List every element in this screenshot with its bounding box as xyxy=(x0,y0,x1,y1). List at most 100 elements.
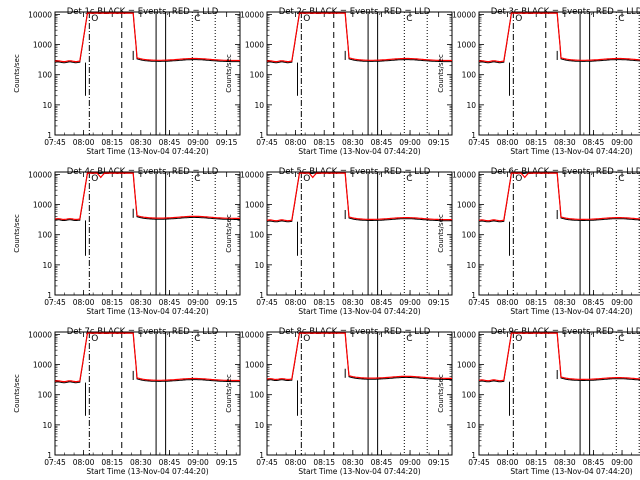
event-marker: C xyxy=(194,174,200,184)
x-tick-label: 09:15 xyxy=(216,298,238,307)
x-tick-label: 08:30 xyxy=(130,458,152,467)
y-tick-label: 10 xyxy=(466,101,476,110)
event-marker: O xyxy=(515,174,522,184)
y-tick-label: 1000 xyxy=(457,41,476,50)
y-tick-label: 10000 xyxy=(28,10,52,19)
y-tick-label: 1 xyxy=(259,291,264,300)
x-tick-label: 09:15 xyxy=(216,138,238,147)
y-tick-label: 10 xyxy=(42,101,52,110)
x-tick-label: 09:00 xyxy=(611,298,633,307)
chart-panel-5: Det 5c BLACK = Events, RED = LLD11010010… xyxy=(225,167,453,316)
x-tick-label: 08:45 xyxy=(583,458,605,467)
y-tick-label: 10000 xyxy=(28,170,52,179)
y-axis-label: Counts/sec xyxy=(13,214,21,253)
series-events-line xyxy=(54,172,240,221)
y-tick-label: 1000 xyxy=(245,201,264,210)
y-tick-label: 1000 xyxy=(457,361,476,370)
y-tick-label: 1 xyxy=(471,451,476,460)
x-tick-label: 08:15 xyxy=(313,138,335,147)
y-tick-label: 1000 xyxy=(245,41,264,50)
event-marker: O xyxy=(91,334,98,344)
y-axis-label: Counts/sec xyxy=(13,54,21,93)
x-tick-label: 09:00 xyxy=(187,458,209,467)
x-tick-label: 08:00 xyxy=(497,138,519,147)
x-tick-label: 09:00 xyxy=(611,138,633,147)
plot-frame xyxy=(54,11,241,136)
y-tick-label: 10 xyxy=(254,101,264,110)
series-events-line xyxy=(266,172,452,223)
x-tick-label: 09:00 xyxy=(399,458,421,467)
y-tick-label: 1000 xyxy=(33,201,52,210)
x-tick-label: 08:00 xyxy=(73,458,95,467)
x-tick-label: 08:45 xyxy=(371,138,393,147)
chart-panel-3: Det 3c BLACK = Events, RED = LLD11010010… xyxy=(437,7,640,156)
x-tick-label: 07:45 xyxy=(468,298,490,307)
y-tick-label: 10 xyxy=(254,261,264,270)
x-axis-label: Start Time (13-Nov-04 07:44:20) xyxy=(298,147,420,156)
series-events-line xyxy=(266,12,452,64)
series-lld-line xyxy=(54,332,241,383)
x-tick-label: 08:15 xyxy=(525,298,547,307)
y-tick-label: 100 xyxy=(38,231,53,240)
event-marker: O xyxy=(91,174,98,184)
y-tick-label: 1 xyxy=(259,131,264,140)
chart-panel-7: Det 7c BLACK = Events, RED = LLD11010010… xyxy=(13,327,241,476)
series-lld-line xyxy=(54,12,241,63)
y-tick-label: 1000 xyxy=(245,361,264,370)
x-tick-label: 08:00 xyxy=(285,458,307,467)
chart-panel-4: Det 4c BLACK = Events, RED = LLD11010010… xyxy=(13,167,241,316)
x-tick-label: 07:45 xyxy=(468,458,490,467)
x-tick-label: 08:30 xyxy=(130,138,152,147)
chart-panel-8: Det 8c BLACK = Events, RED = LLD11010010… xyxy=(225,327,453,476)
x-tick-label: 08:30 xyxy=(342,138,364,147)
y-axis-label: Counts/sec xyxy=(13,374,21,413)
series-lld-line xyxy=(266,332,452,381)
y-axis-label: Counts/sec xyxy=(225,374,233,413)
y-tick-label: 10 xyxy=(42,261,52,270)
x-tick-label: 09:15 xyxy=(428,458,450,467)
series-lld-line xyxy=(266,172,452,222)
x-tick-label: 07:45 xyxy=(256,458,278,467)
x-tick-label: 09:00 xyxy=(187,138,209,147)
plot-frame xyxy=(478,11,640,136)
x-tick-label: 08:15 xyxy=(525,458,547,467)
x-tick-label: 08:00 xyxy=(497,298,519,307)
x-tick-label: 08:15 xyxy=(101,138,123,147)
x-tick-label: 08:15 xyxy=(101,298,123,307)
x-axis-label: Start Time (13-Nov-04 07:44:20) xyxy=(510,467,632,476)
x-tick-label: 08:00 xyxy=(73,298,95,307)
series-lld-line xyxy=(266,12,453,63)
x-tick-label: 08:00 xyxy=(285,138,307,147)
x-tick-label: 08:45 xyxy=(159,298,181,307)
y-tick-label: 100 xyxy=(250,71,265,80)
x-tick-label: 08:45 xyxy=(371,458,393,467)
y-axis-label: Counts/sec xyxy=(437,374,445,413)
x-tick-label: 09:00 xyxy=(399,298,421,307)
y-tick-label: 10 xyxy=(254,421,264,430)
series-events-line xyxy=(54,332,240,384)
x-tick-label: 08:30 xyxy=(554,298,576,307)
event-marker: C xyxy=(618,14,624,24)
x-tick-label: 08:45 xyxy=(583,298,605,307)
y-tick-label: 100 xyxy=(38,391,53,400)
x-tick-label: 08:15 xyxy=(525,138,547,147)
x-axis-label: Start Time (13-Nov-04 07:44:20) xyxy=(298,467,420,476)
x-tick-label: 08:45 xyxy=(159,458,181,467)
y-axis-label: Counts/sec xyxy=(437,214,445,253)
event-marker: C xyxy=(194,14,200,24)
plot-frame xyxy=(54,171,241,296)
x-tick-label: 07:45 xyxy=(256,138,278,147)
y-tick-label: 1 xyxy=(47,451,52,460)
plot-frame xyxy=(478,331,640,456)
x-tick-label: 08:30 xyxy=(554,458,576,467)
y-axis-label: Counts/sec xyxy=(437,54,445,93)
y-tick-label: 100 xyxy=(38,71,53,80)
event-marker: C xyxy=(618,334,624,344)
y-tick-label: 1 xyxy=(471,131,476,140)
y-tick-label: 10000 xyxy=(452,330,476,339)
x-tick-label: 08:30 xyxy=(342,298,364,307)
series-lld-line xyxy=(478,332,640,382)
y-tick-label: 1 xyxy=(47,291,52,300)
x-tick-label: 08:30 xyxy=(130,298,152,307)
